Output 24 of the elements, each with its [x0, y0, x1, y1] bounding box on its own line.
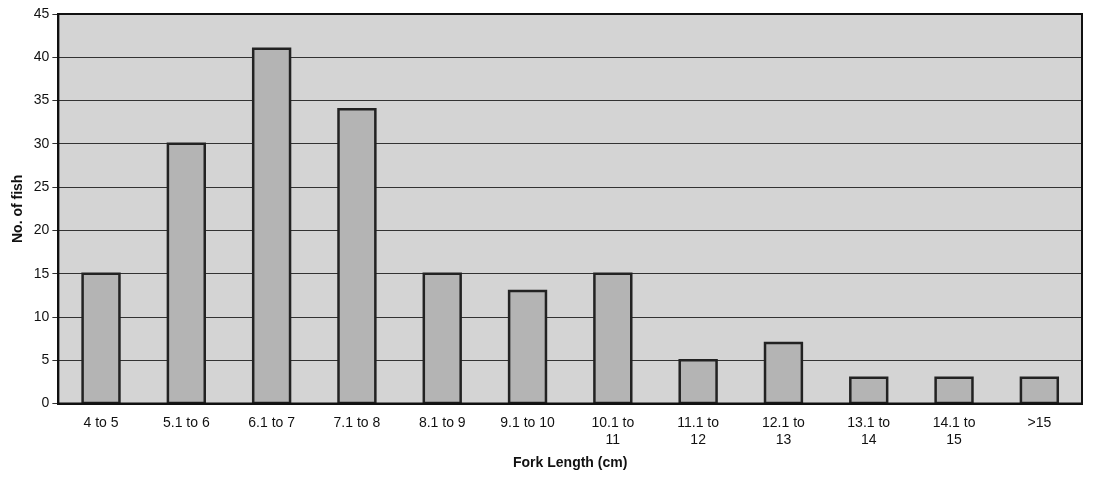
x-tick-label: 12.1 to 13: [762, 413, 806, 447]
y-tick-label: 15: [33, 264, 50, 281]
y-tick-label: 5: [41, 351, 50, 368]
x-tick-label: 9.1 to 10: [500, 413, 555, 430]
y-tick-label: 0: [41, 394, 50, 411]
x-tick-label: 6.1 to 7: [248, 413, 296, 430]
y-tick-label: 25: [33, 178, 50, 195]
x-axis-title: Fork Length (cm): [513, 454, 628, 471]
y-tick-label: 40: [33, 48, 50, 65]
x-tick-label: >15: [1027, 413, 1052, 430]
x-tick-label: 8.1 to 9: [418, 413, 466, 430]
y-tick-label: 20: [33, 221, 50, 238]
y-tick-label: 45: [33, 4, 50, 21]
x-tick-label: 7.1 to 8: [333, 413, 381, 430]
y-tick-label: 35: [33, 91, 50, 108]
y-tick-label: 10: [33, 307, 50, 324]
x-tick-label: 10.1 to 11: [591, 413, 635, 447]
x-tick-label: 11.1 to 12: [677, 413, 720, 447]
x-tick-label: 5.1 to 6: [162, 413, 210, 430]
y-axis-title: No. of fish: [9, 174, 26, 244]
x-tick-label: 13.1 to 14: [847, 413, 891, 447]
x-tick-label: 4 to 5: [83, 413, 119, 430]
y-tick-label: 30: [33, 134, 50, 151]
x-tick-label: 14.1 to 15: [932, 413, 976, 447]
